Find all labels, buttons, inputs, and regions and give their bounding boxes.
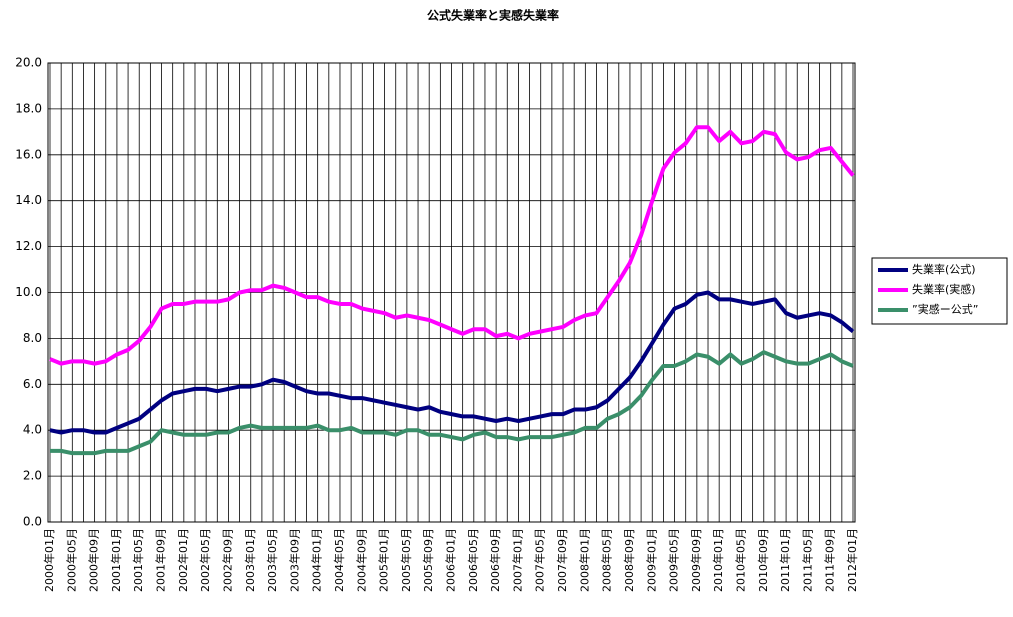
x-tick-label: 2009年09月 xyxy=(689,528,703,592)
x-tick-label: 2011年05月 xyxy=(800,528,814,592)
y-tick-label: 6.0 xyxy=(23,377,42,391)
x-tick-label: 2009年01月 xyxy=(644,528,658,592)
x-tick-label: 2001年01月 xyxy=(109,528,123,592)
x-tick-label: 2010年05月 xyxy=(733,528,747,592)
y-tick-label: 14.0 xyxy=(15,193,42,207)
x-tick-label: 2007年09月 xyxy=(555,528,569,592)
x-tick-label: 2006年05月 xyxy=(466,528,480,592)
x-tick-label: 2010年09月 xyxy=(756,528,770,592)
x-tick-label: 2006年09月 xyxy=(488,528,502,592)
x-tick-label: 2007年01月 xyxy=(510,528,524,592)
x-tick-label: 2002年05月 xyxy=(198,528,212,592)
x-tick-label: 2008年01月 xyxy=(577,528,591,592)
line-series xyxy=(49,290,855,435)
x-tick-label: 2008年05月 xyxy=(600,528,614,592)
x-tick-label: 2011年09月 xyxy=(823,528,837,592)
y-tick-label: 4.0 xyxy=(23,423,42,437)
line-series xyxy=(49,125,855,366)
x-tick-label: 2008年09月 xyxy=(622,528,636,592)
x-tick-label: 2006年01月 xyxy=(444,528,458,592)
x-tick-label: 2005年01月 xyxy=(377,528,391,592)
y-tick-label: 10.0 xyxy=(15,285,42,299)
x-tick-label: 2004年01月 xyxy=(310,528,324,592)
x-tick-label: 2004年05月 xyxy=(332,528,346,592)
line-series xyxy=(50,350,854,456)
x-tick-label: 2001年09月 xyxy=(154,528,168,592)
x-tick-label: 2005年05月 xyxy=(399,528,413,592)
legend-label: 失業率(公式) xyxy=(912,262,976,276)
x-tick-label: 2002年01月 xyxy=(176,528,190,592)
x-tick-label: 2001年05月 xyxy=(131,528,145,592)
y-tick-label: 16.0 xyxy=(15,147,42,161)
y-tick-label: 0.0 xyxy=(23,515,42,529)
y-tick-label: 18.0 xyxy=(15,101,42,115)
chart-title: 公式失業率と実感失業率 xyxy=(427,8,559,23)
x-tick-label: 2004年09月 xyxy=(354,528,368,592)
x-tick-label: 2003年01月 xyxy=(243,528,257,592)
x-tick-label: 2012年01月 xyxy=(845,528,859,592)
x-tick-label: 2000年01月 xyxy=(42,528,56,592)
x-tick-label: 2002年09月 xyxy=(220,528,234,592)
x-tick-label: 2010年01月 xyxy=(711,528,725,592)
x-tick-label: 2003年09月 xyxy=(287,528,301,592)
y-tick-label: 8.0 xyxy=(23,331,42,345)
y-tick-label: 20.0 xyxy=(15,56,42,70)
plot-frame xyxy=(47,62,856,523)
x-tick-label: 2011年01月 xyxy=(778,528,792,592)
legend-label: ”実感ー公式” xyxy=(912,302,978,316)
y-tick-label: 2.0 xyxy=(23,469,42,483)
x-tick-label: 2000年09月 xyxy=(87,528,101,592)
x-tick-label: 2007年05月 xyxy=(533,528,547,592)
y-tick-label: 12.0 xyxy=(15,239,42,253)
x-tick-label: 2009年05月 xyxy=(667,528,681,592)
x-tick-label: 2000年05月 xyxy=(64,528,78,592)
legend-label: 失業率(実感) xyxy=(912,282,976,296)
x-tick-label: 2003年05月 xyxy=(265,528,279,592)
x-tick-label: 2005年09月 xyxy=(421,528,435,592)
